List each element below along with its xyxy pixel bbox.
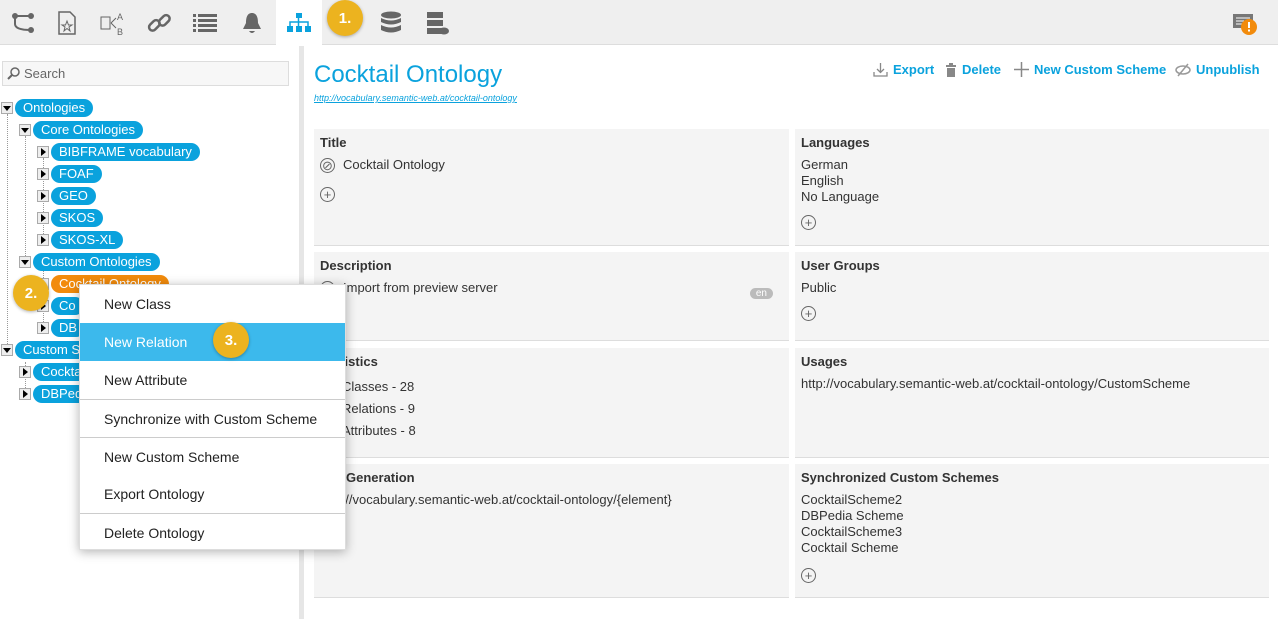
expand-toggle[interactable] (37, 234, 49, 246)
tree-node[interactable]: BIBFRAME vocabulary (37, 143, 200, 161)
collapse-toggle[interactable] (19, 256, 31, 268)
main-content: Cocktail Ontology http://vocabulary.sema… (305, 46, 1278, 619)
tree-node-core-ontologies[interactable]: Core Ontologies (19, 121, 143, 139)
step-badge-3: 3. (213, 322, 249, 358)
new-custom-scheme-button[interactable]: New Custom Scheme (1014, 62, 1166, 77)
add-icon[interactable]: + (801, 306, 816, 321)
menu-item-delete-ontology[interactable]: Delete Ontology (80, 513, 345, 551)
menu-item-export-ontology[interactable]: Export Ontology (104, 486, 205, 502)
favorite-document-icon[interactable] (44, 0, 90, 45)
tree-node-ontologies[interactable]: Ontologies (1, 99, 94, 117)
expand-toggle[interactable] (37, 322, 49, 334)
bell-icon[interactable] (229, 0, 275, 45)
list-icon[interactable] (182, 0, 228, 45)
uri-generation-panel: URI Generation http://vocabulary.semanti… (314, 464, 789, 598)
step-badge-1: 1. (327, 0, 363, 36)
menu-item-new-custom-scheme[interactable]: New Custom Scheme (80, 437, 345, 475)
tree-node[interactable]: FOAF (37, 165, 102, 183)
trash-icon (946, 62, 956, 77)
export-button[interactable]: Export (873, 62, 934, 77)
tree-node[interactable]: DB (37, 319, 86, 337)
menu-item-synchronize[interactable]: Synchronize with Custom Scheme (80, 399, 345, 437)
add-icon[interactable]: + (801, 568, 816, 583)
edit-icon[interactable]: ⊘ (320, 157, 335, 173)
svg-text:B: B (117, 27, 123, 36)
tree-node-custom-ontologies[interactable]: Custom Ontologies (19, 253, 160, 271)
unpublish-button[interactable]: Unpublish (1175, 62, 1260, 77)
add-icon[interactable]: + (320, 187, 335, 202)
expand-toggle[interactable] (37, 168, 49, 180)
server-icon[interactable] (414, 0, 460, 45)
user-groups-panel: User Groups Public + (795, 252, 1269, 341)
alert-list-icon[interactable] (1221, 0, 1267, 45)
context-menu: New Class New Relation New Attribute Syn… (79, 284, 346, 550)
collapse-toggle[interactable] (1, 344, 13, 356)
tree-node[interactable]: SKOS (37, 209, 104, 227)
hierarchy-icon[interactable] (276, 0, 322, 45)
usages-panel: Usages http://vocabulary.semantic-web.at… (795, 348, 1269, 458)
download-icon (873, 63, 888, 77)
tree-node[interactable]: GEO (37, 187, 96, 205)
svg-text:A: A (117, 12, 123, 22)
synchronized-schemes-panel: Synchronized Custom Schemes CocktailSche… (795, 464, 1269, 598)
step-badge-2: 2. (13, 275, 49, 311)
collapse-toggle[interactable] (19, 124, 31, 136)
search-input[interactable]: Search (2, 61, 289, 86)
expand-toggle[interactable] (19, 388, 31, 400)
page-title: Cocktail Ontology (314, 61, 503, 88)
database-icon[interactable] (368, 0, 414, 45)
expand-toggle[interactable] (37, 212, 49, 224)
search-icon (7, 67, 20, 80)
languages-panel: Languages German English No Language + (795, 129, 1269, 246)
workflow-icon[interactable] (0, 0, 46, 45)
expand-toggle[interactable] (37, 146, 49, 158)
menu-item-new-relation[interactable]: New Relation (80, 323, 345, 361)
statistics-panel: Statistics Classes - 28 Relations - 9 At… (314, 348, 789, 458)
add-icon[interactable]: + (801, 215, 816, 230)
eye-slash-icon (1175, 63, 1191, 76)
expand-toggle[interactable] (37, 190, 49, 202)
ontology-uri-link[interactable]: http://vocabulary.semantic-web.at/cockta… (314, 93, 517, 103)
delete-button[interactable]: Delete (945, 62, 1001, 77)
tree-node[interactable]: SKOS-XL (37, 231, 124, 249)
menu-item-new-class[interactable]: New Class (104, 296, 171, 312)
expand-toggle[interactable] (19, 366, 31, 378)
menu-item-new-attribute[interactable]: New Attribute (104, 372, 188, 388)
title-panel: Title ⊘ Cocktail Ontology + (314, 129, 789, 246)
description-panel: Description ⊘Import from preview server … (314, 252, 789, 341)
collapse-toggle[interactable] (1, 102, 13, 114)
plus-icon (1014, 62, 1029, 77)
language-badge: en (749, 288, 773, 299)
link-icon[interactable] (136, 0, 182, 45)
